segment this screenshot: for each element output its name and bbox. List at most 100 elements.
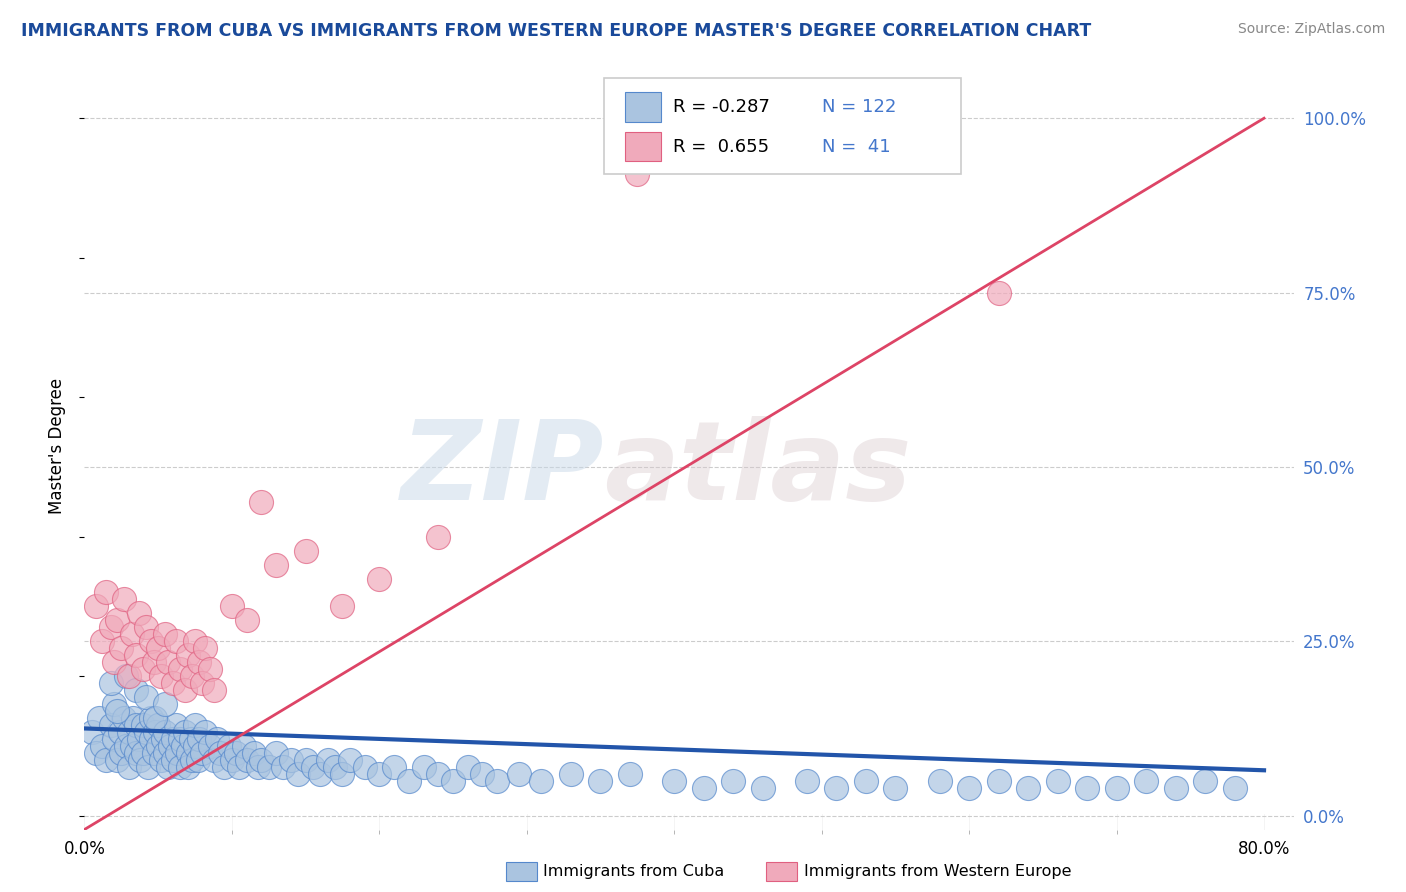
Point <box>114 739 136 753</box>
Point <box>202 753 225 767</box>
Point <box>135 725 157 739</box>
Point <box>957 780 980 795</box>
Point <box>323 760 346 774</box>
Point <box>398 773 420 788</box>
Point <box>80 725 103 739</box>
Point <box>486 773 509 788</box>
Point <box>132 662 155 676</box>
Point <box>103 697 125 711</box>
Point <box>132 746 155 760</box>
Point <box>202 683 225 698</box>
Point <box>589 773 612 788</box>
Point <box>165 718 187 732</box>
Point <box>108 725 131 739</box>
Point <box>173 725 195 739</box>
Text: N = 122: N = 122 <box>823 98 896 116</box>
Point <box>825 780 848 795</box>
Point <box>339 753 361 767</box>
Point <box>165 634 187 648</box>
Point <box>117 760 139 774</box>
Point <box>142 655 165 669</box>
Text: ZIP: ZIP <box>401 416 605 523</box>
Point <box>626 167 648 181</box>
Point <box>884 780 907 795</box>
Point <box>664 773 686 788</box>
Point <box>142 746 165 760</box>
Point <box>471 766 494 780</box>
Point <box>198 739 221 753</box>
Point <box>294 543 316 558</box>
Point <box>155 746 177 760</box>
Point <box>132 718 155 732</box>
Point <box>117 725 139 739</box>
Point <box>159 739 181 753</box>
Point <box>150 669 173 683</box>
Point <box>117 669 139 683</box>
Point <box>112 592 135 607</box>
Point <box>316 753 339 767</box>
Point <box>796 773 818 788</box>
Point <box>112 711 135 725</box>
Point <box>187 753 209 767</box>
Point <box>125 718 148 732</box>
Point <box>110 641 132 656</box>
Point <box>146 641 169 656</box>
Point <box>139 731 162 746</box>
Point <box>273 760 295 774</box>
Point <box>221 753 243 767</box>
Point <box>412 760 434 774</box>
Point <box>114 669 136 683</box>
Point <box>1164 780 1187 795</box>
Point <box>125 746 148 760</box>
Point <box>235 753 257 767</box>
Point <box>427 766 450 780</box>
Point <box>169 731 191 746</box>
Point <box>194 641 217 656</box>
Point <box>155 627 177 641</box>
Point <box>139 711 162 725</box>
Point <box>427 530 450 544</box>
Point <box>928 773 950 788</box>
Point <box>243 746 266 760</box>
Point <box>169 760 191 774</box>
Point <box>103 655 125 669</box>
Point <box>184 739 207 753</box>
Point <box>122 711 145 725</box>
Point <box>194 725 217 739</box>
Point <box>205 731 228 746</box>
Point <box>751 780 773 795</box>
Point <box>560 766 582 780</box>
Point <box>332 599 354 614</box>
Text: R = -0.287: R = -0.287 <box>673 98 770 116</box>
Point <box>105 753 128 767</box>
Text: N =  41: N = 41 <box>823 138 890 156</box>
Point <box>1046 773 1069 788</box>
Point <box>166 746 188 760</box>
Point <box>84 599 107 614</box>
Point <box>235 613 257 627</box>
Point <box>191 676 214 690</box>
Point <box>100 676 122 690</box>
Point <box>129 753 152 767</box>
Point <box>225 746 247 760</box>
Point <box>353 760 375 774</box>
Point <box>987 773 1010 788</box>
Point <box>176 760 198 774</box>
Point <box>157 655 180 669</box>
Point <box>721 773 744 788</box>
Point <box>228 760 250 774</box>
Point <box>1194 773 1216 788</box>
Point <box>143 725 166 739</box>
Point <box>309 766 332 780</box>
Point <box>139 634 162 648</box>
Point <box>1223 780 1246 795</box>
Point <box>855 773 877 788</box>
Point <box>191 746 214 760</box>
Point <box>382 760 405 774</box>
Point <box>257 760 280 774</box>
Bar <box>624 132 661 161</box>
Point <box>128 607 150 621</box>
Point <box>619 766 641 780</box>
FancyBboxPatch shape <box>605 78 962 174</box>
Text: Source: ZipAtlas.com: Source: ZipAtlas.com <box>1237 22 1385 37</box>
